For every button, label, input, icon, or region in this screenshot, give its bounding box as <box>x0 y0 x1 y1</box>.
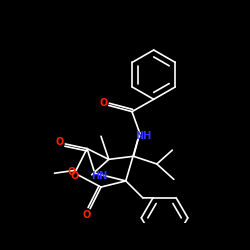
Text: HN: HN <box>91 171 108 181</box>
Text: O: O <box>83 210 91 220</box>
Text: O: O <box>55 138 63 147</box>
Text: O: O <box>70 171 79 181</box>
Text: NH: NH <box>135 131 151 141</box>
Text: O: O <box>99 98 108 108</box>
Text: O: O <box>68 167 76 177</box>
